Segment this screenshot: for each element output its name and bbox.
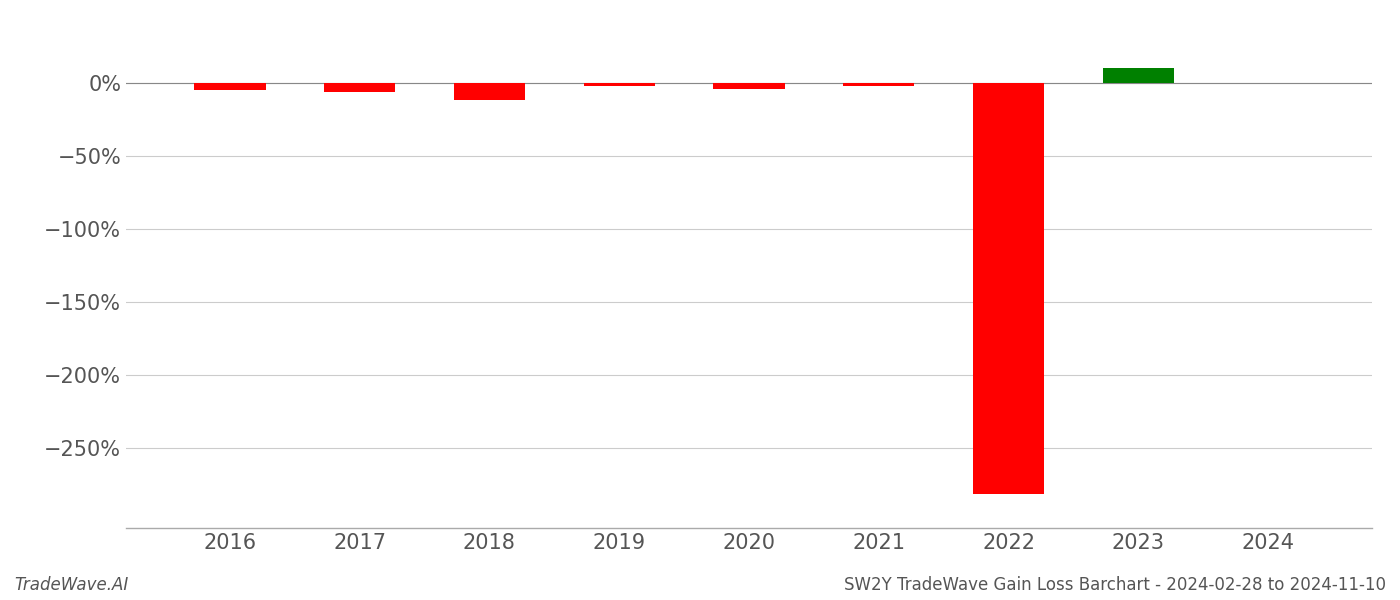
Bar xyxy=(843,83,914,86)
Text: SW2Y TradeWave Gain Loss Barchart - 2024-02-28 to 2024-11-10: SW2Y TradeWave Gain Loss Barchart - 2024… xyxy=(844,576,1386,594)
Bar xyxy=(323,83,395,92)
Bar xyxy=(195,83,266,90)
Bar xyxy=(973,83,1044,494)
Bar xyxy=(714,83,784,89)
Bar xyxy=(454,83,525,100)
Bar xyxy=(584,83,655,86)
Text: TradeWave.AI: TradeWave.AI xyxy=(14,576,129,594)
Bar xyxy=(1103,68,1175,83)
